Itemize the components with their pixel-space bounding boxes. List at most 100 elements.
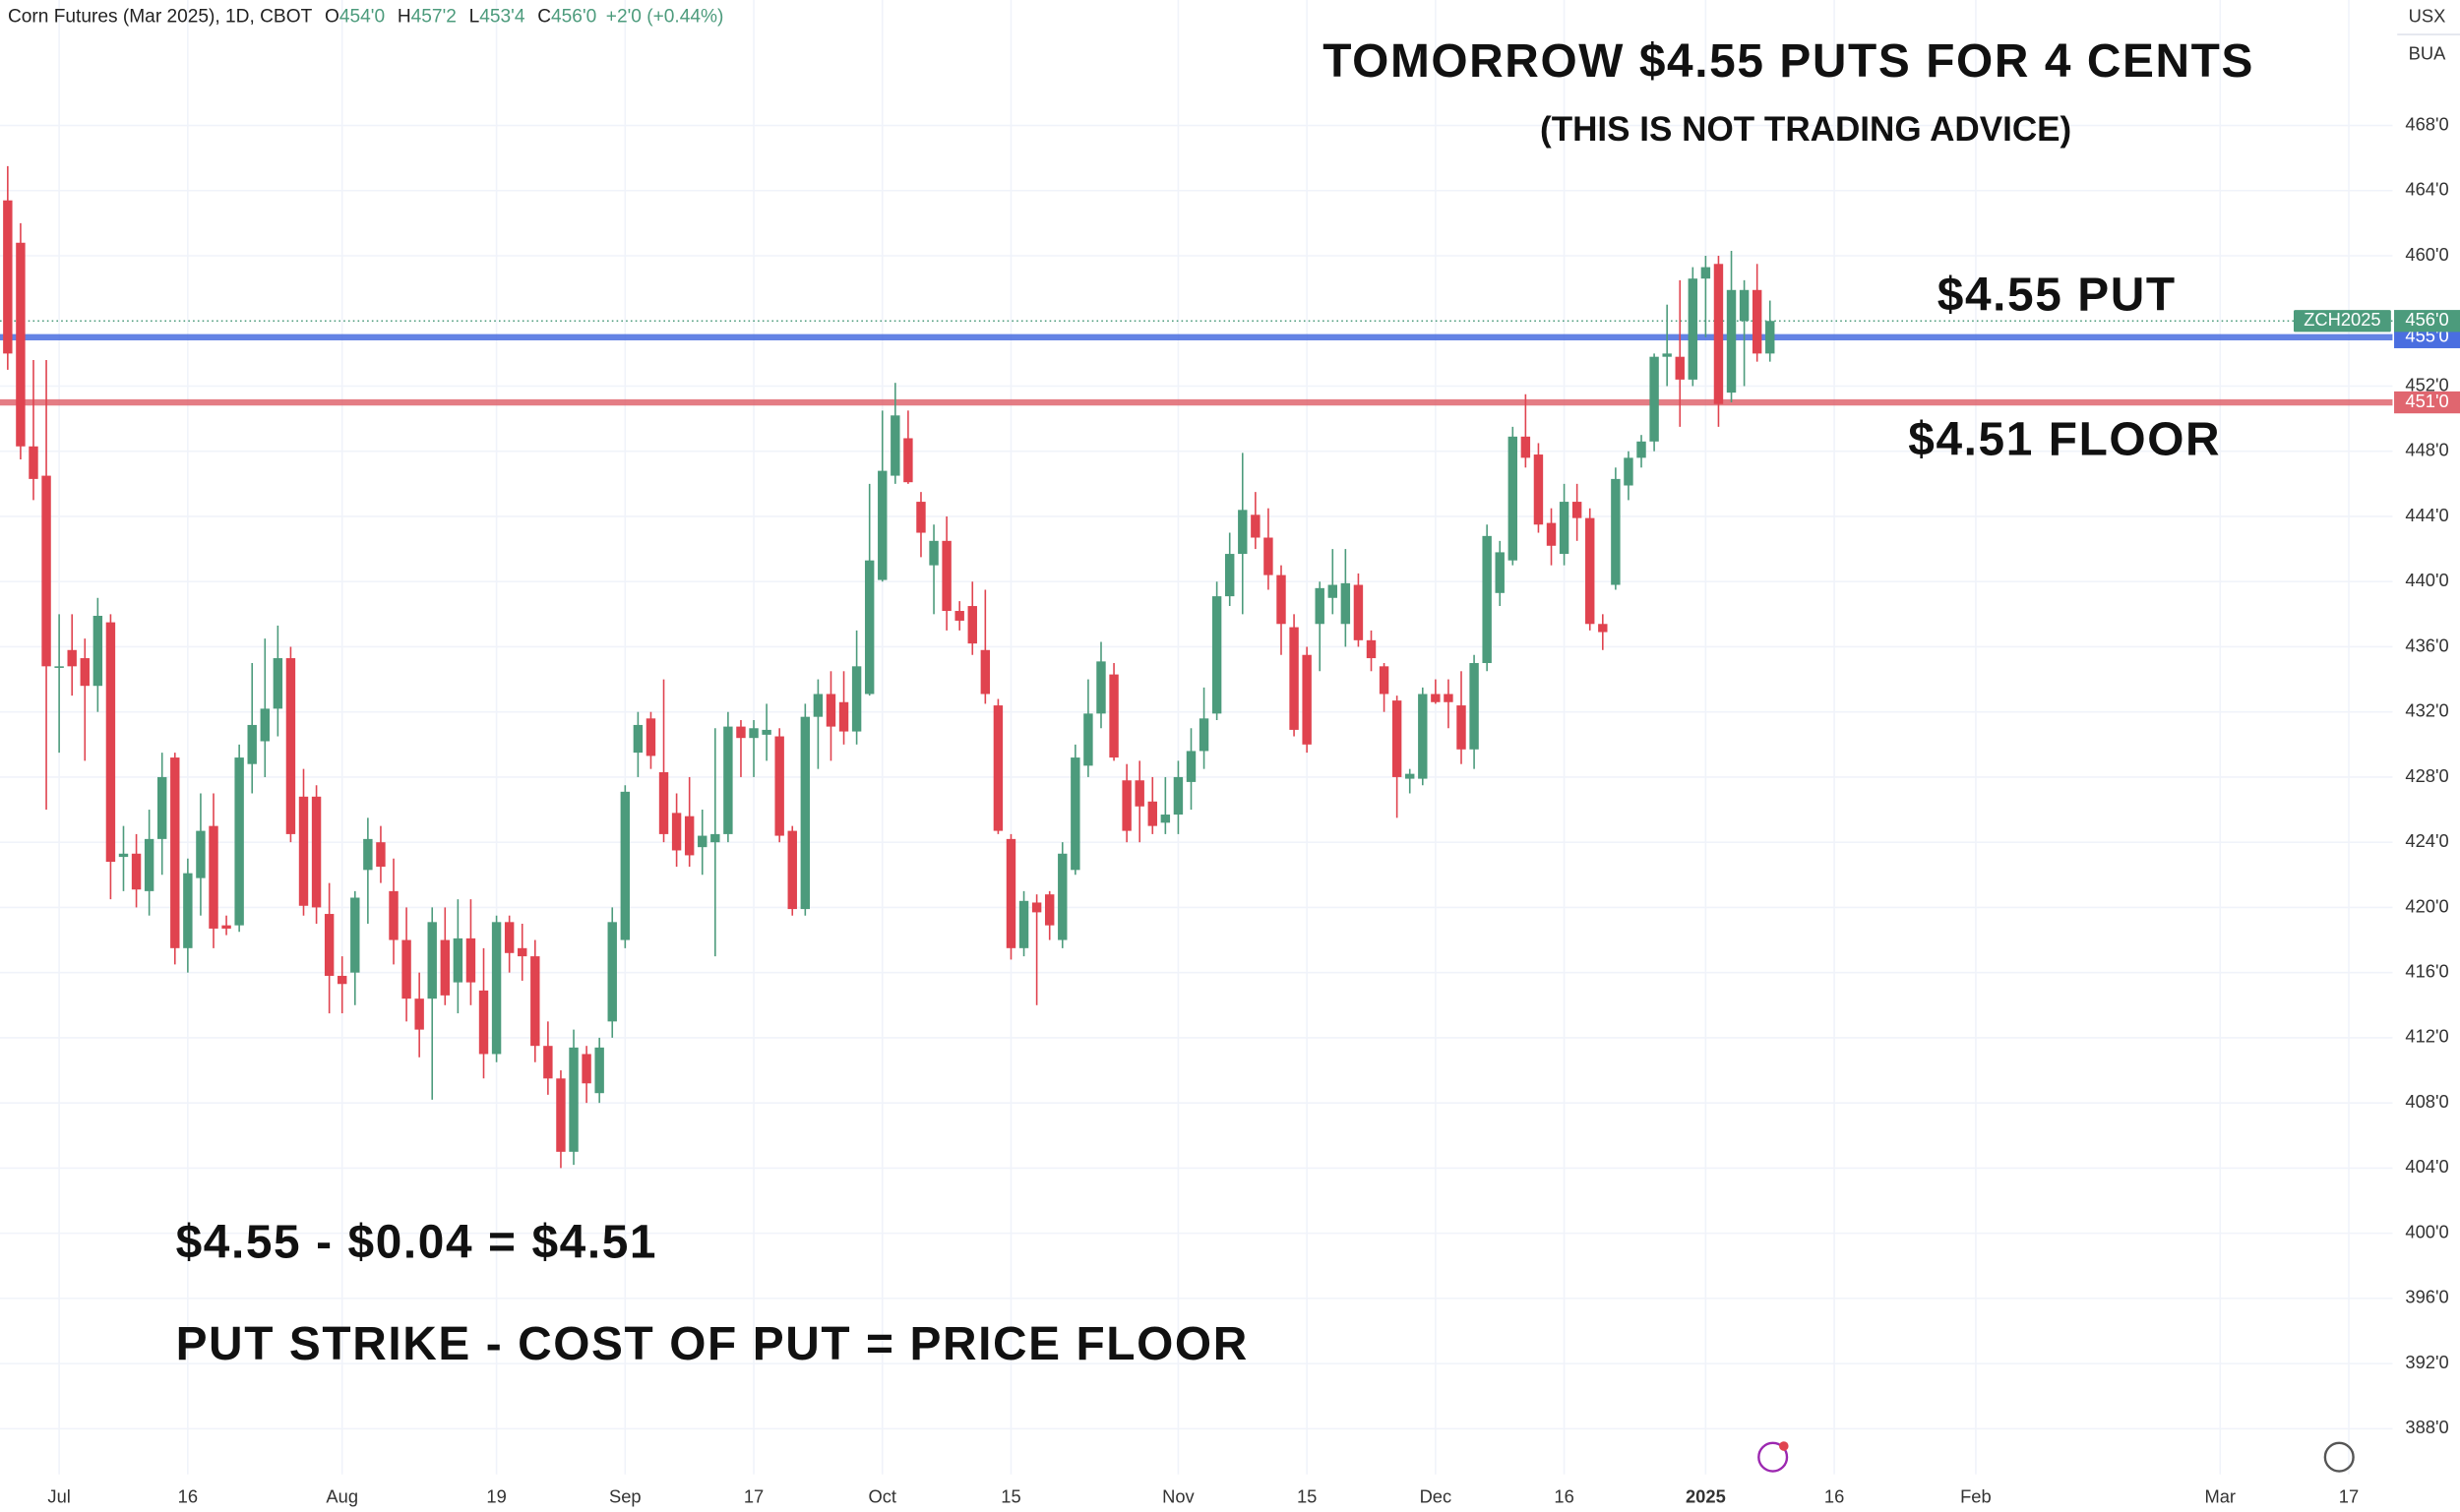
y-tick-label: 452'0 bbox=[2405, 374, 2448, 394]
candle-body bbox=[878, 470, 888, 580]
symbol-tag-label: ZCH2025 bbox=[2304, 309, 2380, 330]
candle-body bbox=[954, 611, 964, 621]
candle-body bbox=[1546, 522, 1557, 546]
candle-body bbox=[3, 200, 13, 354]
candle-body bbox=[607, 922, 617, 1022]
candle-body bbox=[1611, 478, 1621, 585]
y-tick-label: 416'0 bbox=[2405, 961, 2448, 982]
candle-body bbox=[1624, 457, 1633, 486]
field-value: 457'2 bbox=[411, 7, 457, 28]
candle-body bbox=[338, 975, 347, 985]
x-tick-label: 2025 bbox=[1686, 1485, 1726, 1506]
candle-body bbox=[864, 560, 875, 695]
candle-body bbox=[980, 649, 991, 695]
y-tick-label: 400'0 bbox=[2405, 1221, 2448, 1241]
x-tick-label: 16 bbox=[1824, 1485, 1844, 1506]
candle-body bbox=[1636, 441, 1646, 458]
y-tick-label: 428'0 bbox=[2405, 765, 2448, 786]
price-tag bbox=[2394, 391, 2460, 414]
candle-body bbox=[684, 816, 695, 856]
candle-body bbox=[311, 796, 322, 908]
candle-body bbox=[1160, 815, 1171, 823]
candle-body bbox=[118, 853, 129, 858]
candle-body bbox=[389, 890, 399, 940]
field-value: 453'4 bbox=[479, 7, 525, 28]
candle-body bbox=[942, 540, 952, 612]
candle-body bbox=[1700, 267, 1711, 279]
candle-body bbox=[350, 897, 360, 973]
candle-body bbox=[1340, 582, 1351, 625]
y-tick-label: 440'0 bbox=[2405, 570, 2448, 590]
y-tick-label: 392'0 bbox=[2405, 1352, 2448, 1372]
x-tick-label: 17 bbox=[744, 1485, 764, 1506]
candle-body bbox=[131, 853, 142, 890]
y-tick-label: 432'0 bbox=[2405, 700, 2448, 721]
candle-body bbox=[1431, 694, 1441, 702]
icon[interactable] bbox=[2323, 1441, 2355, 1473]
candle-body bbox=[993, 705, 1004, 831]
candle-body bbox=[401, 939, 411, 999]
candle-body bbox=[1276, 575, 1286, 625]
candle-body bbox=[594, 1047, 604, 1094]
candle-body bbox=[1096, 661, 1106, 714]
candle-body bbox=[285, 658, 296, 834]
candle-body bbox=[569, 1047, 579, 1152]
y-tick-label: 436'0 bbox=[2405, 635, 2448, 655]
candle-body bbox=[1598, 624, 1608, 633]
candle-body bbox=[1469, 663, 1479, 750]
candle-body bbox=[698, 835, 707, 848]
candle-body bbox=[376, 842, 386, 868]
candle-body bbox=[813, 694, 824, 717]
candle-body bbox=[504, 922, 515, 953]
candles bbox=[3, 165, 1775, 1169]
header: Corn Futures (Mar 2025), 1D, CBOT O454'0 H… bbox=[8, 7, 723, 28]
x-tick-label: Nov bbox=[1162, 1485, 1195, 1506]
icon-dot bbox=[1779, 1441, 1789, 1451]
candle-body bbox=[1109, 674, 1119, 758]
candle-body bbox=[1765, 321, 1775, 354]
candle-body bbox=[298, 796, 309, 906]
symbol-tag bbox=[2293, 310, 2391, 333]
candle-body bbox=[440, 939, 451, 996]
field-label: H bbox=[398, 7, 411, 28]
candle-body bbox=[1006, 838, 1016, 948]
annotation: $4.55 PUT bbox=[1937, 270, 2177, 322]
price-lines bbox=[0, 320, 2393, 406]
candle-body bbox=[183, 873, 193, 948]
candle-body bbox=[491, 922, 502, 1055]
annotation: TOMORROW $4.55 PUTS FOR 4 CENTS bbox=[1322, 35, 2254, 88]
field-label: O bbox=[325, 7, 339, 28]
icon[interactable] bbox=[1757, 1441, 1789, 1473]
candle-body bbox=[543, 1046, 553, 1079]
candle-body bbox=[530, 956, 540, 1047]
candle-body bbox=[1379, 666, 1389, 695]
candle-body bbox=[80, 658, 90, 687]
candle-body bbox=[787, 830, 797, 910]
candle-body bbox=[633, 724, 644, 754]
candle-body bbox=[196, 830, 206, 878]
y-tick-label: 420'0 bbox=[2405, 895, 2448, 916]
x-tick-label: Feb bbox=[1960, 1485, 1992, 1506]
candle-body bbox=[1405, 773, 1415, 779]
candle-body bbox=[1238, 510, 1248, 555]
candle-body bbox=[838, 701, 849, 732]
y-tick-label: 412'0 bbox=[2405, 1026, 2448, 1047]
candle-body bbox=[1263, 537, 1273, 575]
candle-body bbox=[826, 694, 836, 727]
y-tick-label: 388'0 bbox=[2405, 1417, 2448, 1437]
candle-body bbox=[800, 716, 811, 910]
candle-body bbox=[1726, 289, 1737, 393]
candle-body bbox=[1739, 289, 1750, 322]
candle-body bbox=[54, 666, 64, 668]
unit: BUA bbox=[2409, 43, 2446, 64]
candle-body bbox=[209, 825, 218, 929]
candle-body bbox=[1366, 639, 1377, 659]
candle-body bbox=[723, 726, 733, 834]
field-value: 456'0 bbox=[551, 7, 596, 28]
candle-body bbox=[105, 622, 116, 863]
candle-body bbox=[1211, 596, 1222, 714]
candle-body bbox=[29, 446, 38, 479]
candle-body bbox=[1018, 900, 1029, 948]
